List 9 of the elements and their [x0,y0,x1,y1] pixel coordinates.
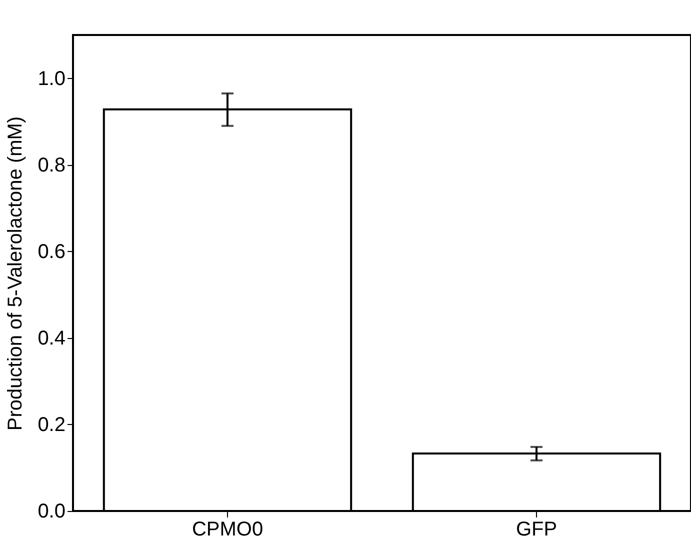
y-tick-label: 0.2 [38,414,66,436]
x-tick-label: GFP [516,518,558,540]
y-axis-title: Production of 5-Valerolactone (mM) [4,116,27,431]
y-tick-label: 0.8 [38,154,66,176]
y-tick-label: 1.0 [38,68,66,90]
y-tick-label: 0.4 [38,327,66,350]
x-tick-label: CPMO0 [192,518,264,540]
y-tick-label: 0.0 [38,500,66,522]
y-tick-label: 0.6 [38,240,66,263]
